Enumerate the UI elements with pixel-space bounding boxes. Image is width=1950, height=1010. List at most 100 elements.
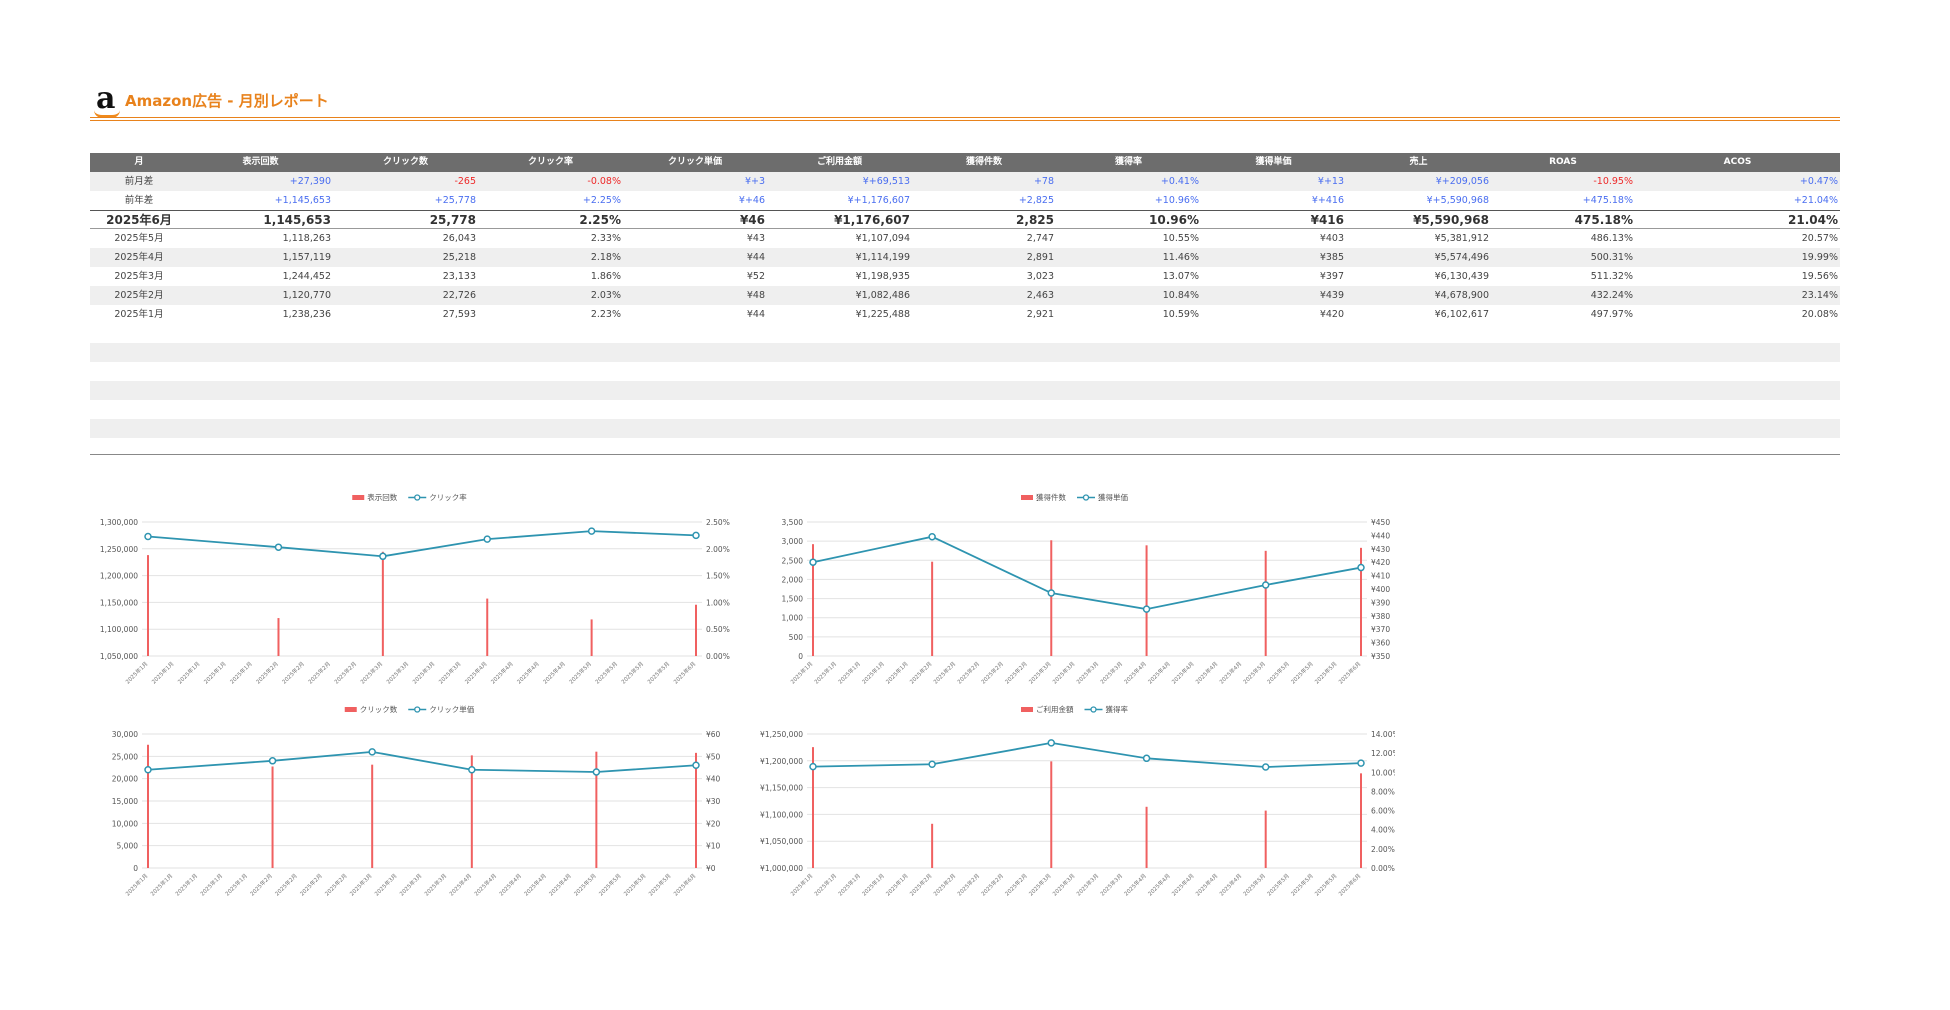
table-header-row: 月 表示回数 クリック数 クリック率 クリック単価 ご利用金額 獲得件数 獲得率 獲得単価 売上 R…	[90, 153, 1840, 172]
table-cell: +27,390	[289, 176, 331, 187]
table-bottom-border	[90, 454, 1840, 455]
bar	[381, 551, 384, 656]
table-cell: 21.04%	[1788, 213, 1838, 227]
bar	[277, 618, 280, 656]
x-tick-label: 2025年1月	[836, 660, 862, 686]
table-cell: +10.96%	[1154, 195, 1199, 206]
x-tick-label: 2025年2月	[979, 660, 1005, 686]
table-cell: 2,921	[1026, 309, 1054, 320]
x-tick-label: 2025年2月	[306, 660, 332, 686]
y-right-tick-label: ¥50	[706, 752, 721, 761]
x-tick-label: 2025年3月	[1051, 872, 1077, 898]
table-cell: ¥385	[1319, 252, 1344, 263]
y-right-tick-label: 1.50%	[706, 572, 730, 581]
table-cell: ¥+13	[1317, 176, 1344, 187]
y-left-tick-label: 1,100,000	[100, 625, 138, 634]
y-left-tick-label: 0	[133, 864, 138, 873]
x-tick-label: 2025年5月	[619, 660, 645, 686]
x-tick-label: 2025年3月	[437, 660, 463, 686]
chart-conversions-cpa: 獲得件数 獲得単価 3,500 3,000 2,500 2,000 1,500 1,000 50…	[755, 486, 1395, 686]
table-cell: ¥5,381,912	[1434, 233, 1489, 244]
table-cell: ¥439	[1319, 290, 1344, 301]
table-cell: ¥6,130,439	[1434, 271, 1489, 282]
y-left-tick-label: 3,500	[782, 518, 804, 527]
table-cell: +0.47%	[1799, 176, 1838, 187]
table-cell: +2,825	[1018, 195, 1054, 206]
row-label-cell: 前年差	[124, 195, 154, 206]
line-point	[1261, 763, 1270, 771]
series-line	[812, 535, 1362, 611]
table-cell: +1,145,653	[274, 195, 331, 206]
y-right-tick-label: ¥400	[1371, 585, 1390, 594]
x-tick-label: 2025年4月	[547, 872, 573, 898]
y-left-tick-label: 5,000	[117, 842, 139, 851]
x-tick-label: 2025年1月	[860, 872, 886, 898]
x-tick-label: 2025年5月	[1289, 660, 1315, 686]
table-cell: ¥46	[739, 213, 765, 227]
x-tick-label: 2025年2月	[332, 660, 358, 686]
x-tick-label: 2025年4月	[1122, 660, 1148, 686]
legend-label: ご利用金額	[1036, 704, 1074, 714]
y-right-tick-label: 1.00%	[706, 598, 730, 607]
bar	[1360, 547, 1362, 656]
y-right-tick-label: ¥350	[1371, 652, 1390, 661]
table-cell: クリック率	[527, 157, 573, 167]
x-tick-label: 2025年3月	[411, 660, 437, 686]
line-point	[1142, 605, 1151, 613]
y-left-tick-label: ¥1,150,000	[760, 784, 803, 793]
bar	[812, 544, 814, 656]
x-tick-label: 2025年3月	[1051, 660, 1077, 686]
y-left-tick-label: ¥1,100,000	[760, 810, 803, 819]
table-cell: -10.95%	[1593, 176, 1633, 187]
x-tick-label: 2025年2月	[955, 872, 981, 898]
line-point	[1142, 754, 1151, 763]
table-cell: ¥1,107,094	[855, 233, 910, 244]
y-left-tick-label: 2,000	[782, 575, 804, 584]
y-left-tick-label: 10,000	[112, 819, 138, 828]
x-tick-label: 2025年2月	[908, 872, 934, 898]
table-cell: ¥44	[746, 252, 765, 263]
y-left-tick-label: 1,150,000	[100, 598, 138, 607]
table-cell: 25,778	[429, 213, 476, 227]
table-cell: 1,238,236	[282, 309, 331, 320]
table-cell: 獲得率	[1114, 157, 1142, 167]
table-cell: ¥403	[1319, 233, 1344, 244]
table-cell: ¥1,198,935	[855, 271, 910, 282]
y-left-tick-label: ¥1,050,000	[760, 837, 803, 846]
line-point	[809, 762, 817, 771]
x-tick-label: 2025年3月	[1098, 872, 1124, 898]
table-cell: 19.99%	[1801, 252, 1838, 263]
table-cell: 10.59%	[1162, 309, 1199, 320]
x-tick-label: 2025年1月	[150, 660, 176, 686]
table-cell: ¥+46	[738, 195, 765, 206]
y-left-tick-label: 500	[789, 633, 804, 642]
table-row: 2025年2月 1,120,770 22,726 2.03% ¥48 ¥1,082,486…	[90, 286, 1840, 305]
x-tick-label: 2025年4月	[1122, 872, 1148, 898]
y-right-tick-label: 0.00%	[1371, 864, 1395, 873]
table-cell: ¥416	[1310, 213, 1344, 227]
current-month-row: 2025年6月 1,145,653 25,778 2.25% ¥46 ¥1,176,607…	[90, 210, 1840, 229]
x-tick-label: 2025年2月	[908, 660, 934, 686]
legend-label: クリック数	[360, 704, 398, 714]
x-tick-label: 2025年5月	[1265, 872, 1291, 898]
amazon-logo-icon: a	[96, 81, 116, 116]
x-tick-label: 2025年4月	[1170, 872, 1196, 898]
line-point	[144, 765, 152, 774]
x-tick-label: 2025年1月	[228, 660, 254, 686]
y-right-tick-label: ¥0	[706, 864, 716, 873]
x-tick-label: 2025年2月	[323, 872, 349, 898]
table-cell: 432.24%	[1590, 290, 1633, 301]
y-right-tick-label: 0.00%	[706, 652, 730, 661]
table-cell: +21.04%	[1793, 195, 1838, 206]
x-tick-label: 2025年3月	[1098, 660, 1124, 686]
x-tick-label: 2025年4月	[447, 872, 473, 898]
table-cell: ROAS	[1549, 157, 1577, 167]
diff-row: 前年差 +1,145,653 +25,778 +2.25% ¥+46 ¥+1,176,60…	[90, 191, 1840, 210]
line-point	[274, 543, 283, 551]
y-left-tick-label: 3,000	[782, 537, 804, 546]
y-right-tick-label: ¥420	[1371, 558, 1390, 567]
bar	[695, 604, 697, 656]
x-tick-label: 2025年3月	[398, 872, 424, 898]
empty-table-row	[90, 343, 1840, 362]
x-tick-label: 2025年4月	[1217, 872, 1243, 898]
